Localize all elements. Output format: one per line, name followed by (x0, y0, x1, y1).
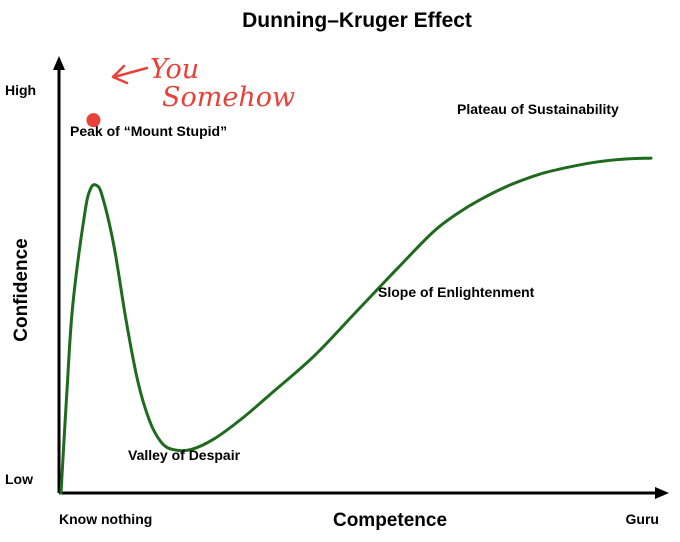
annotation-peak-of-mount-stupid: Peak of “Mount Stupid” (70, 123, 227, 139)
y-tick-label-low: Low (5, 471, 33, 487)
you-label-line-2: Somehow (162, 82, 295, 113)
x-tick-label-guru: Guru (626, 511, 659, 527)
y-axis-arrowhead (53, 56, 65, 70)
confidence-curve-line (59, 156, 653, 495)
y-axis-title: Confidence (11, 238, 32, 341)
you-label-line-1: You (150, 54, 199, 85)
x-tick-label-know-nothing: Know nothing (59, 511, 152, 527)
x-axis-title: Competence (333, 510, 447, 531)
chart-title: Dunning–Kruger Effect (242, 9, 472, 32)
annotation-slope-of-enlightenment: Slope of Enlightenment (378, 284, 535, 300)
annotation-valley-of-despair: Valley of Despair (128, 447, 241, 463)
annotation-plateau-of-sustainability: Plateau of Sustainability (457, 101, 619, 117)
x-axis-arrowhead (655, 487, 669, 499)
you-marker-dot (86, 113, 101, 128)
y-tick-label-high: High (5, 82, 36, 98)
you-arrow-icon (111, 64, 149, 85)
